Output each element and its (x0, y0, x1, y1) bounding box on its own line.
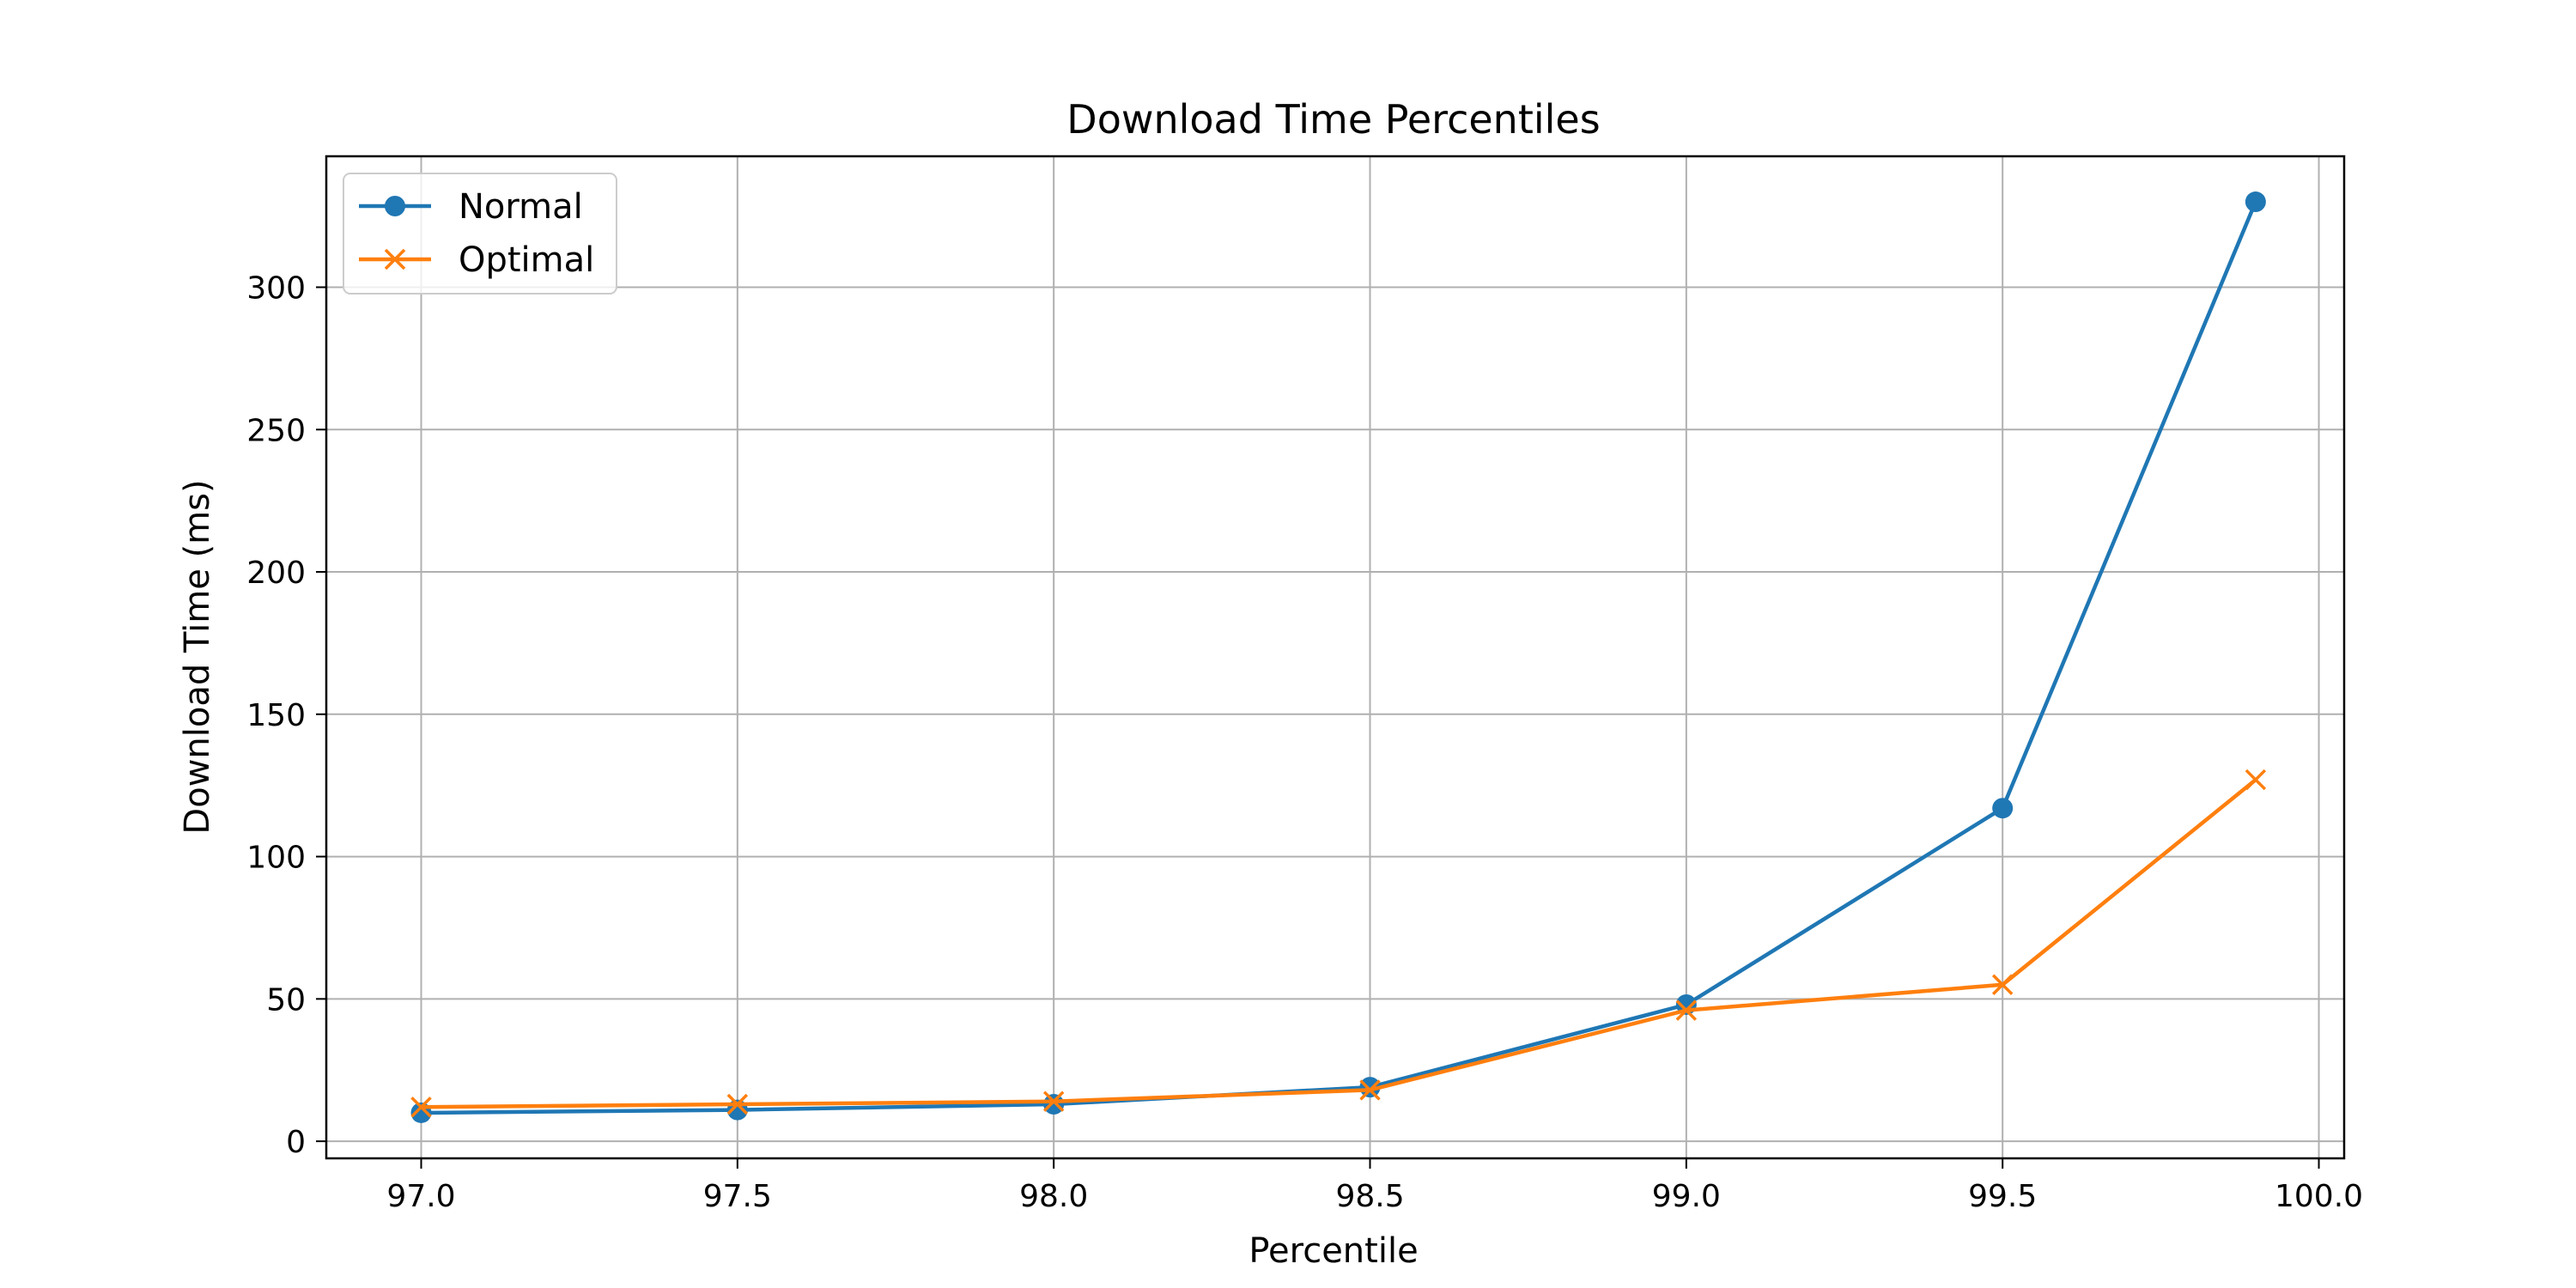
y-tick-label: 200 (246, 556, 306, 591)
y-tick-label: 250 (246, 413, 306, 448)
data-point-normal (2245, 191, 2266, 213)
chart-title: Download Time Percentiles (1066, 96, 1600, 143)
series-optimal (410, 769, 2267, 1118)
legend-marker-optimal (384, 248, 406, 270)
x-axis-title: Percentile (1249, 1231, 1418, 1271)
y-tick-label: 50 (266, 982, 306, 1018)
series-line-normal (421, 201, 2257, 1115)
data-point-optimal (1675, 999, 1698, 1021)
x-tick-label: 98.5 (1335, 1179, 1404, 1214)
y-tick-label: 100 (246, 841, 306, 876)
legend-marker-normal (385, 196, 405, 216)
x-tick-label: 97.0 (386, 1179, 455, 1214)
y-tick-label: 150 (246, 698, 306, 733)
grid (326, 156, 2344, 1158)
axis-ticks: 97.0 97.5 98.0 98.5 99.0 99.5 100.0 0 50 100 150 20… (246, 271, 2363, 1214)
data-point-optimal (2245, 769, 2267, 791)
legend: Normal Optimal (343, 173, 617, 295)
legend-label-optimal: Optimal (459, 240, 594, 280)
data-point-optimal (1991, 974, 2014, 996)
x-tick-label: 97.5 (703, 1179, 772, 1214)
legend-item-normal: Normal (359, 187, 583, 227)
data-point-optimal (1359, 1079, 1381, 1101)
y-axis-title: Download Time (ms) (178, 479, 217, 834)
legend-label-normal: Normal (459, 187, 583, 227)
y-tick-label: 300 (246, 271, 306, 307)
data-point-normal (1359, 1077, 1381, 1098)
x-tick-label: 99.5 (1968, 1179, 2037, 1214)
series-normal (410, 191, 2266, 1123)
legend-item-optimal: Optimal (359, 240, 594, 280)
data-point-normal (1992, 798, 2014, 819)
data-point-optimal (726, 1093, 749, 1115)
legend-box (343, 173, 617, 295)
data-point-normal (1043, 1094, 1065, 1115)
plot-series (410, 191, 2267, 1123)
plot-frame (325, 155, 2346, 1160)
x-tick-label: 99.0 (1652, 1179, 1721, 1214)
data-point-optimal (410, 1097, 432, 1118)
x-tick-label: 98.0 (1019, 1179, 1088, 1214)
data-point-optimal (1042, 1091, 1065, 1112)
y-tick-label: 0 (286, 1125, 306, 1160)
x-tick-label: 100.0 (2275, 1179, 2363, 1214)
series-line-optimal (421, 778, 2257, 1109)
